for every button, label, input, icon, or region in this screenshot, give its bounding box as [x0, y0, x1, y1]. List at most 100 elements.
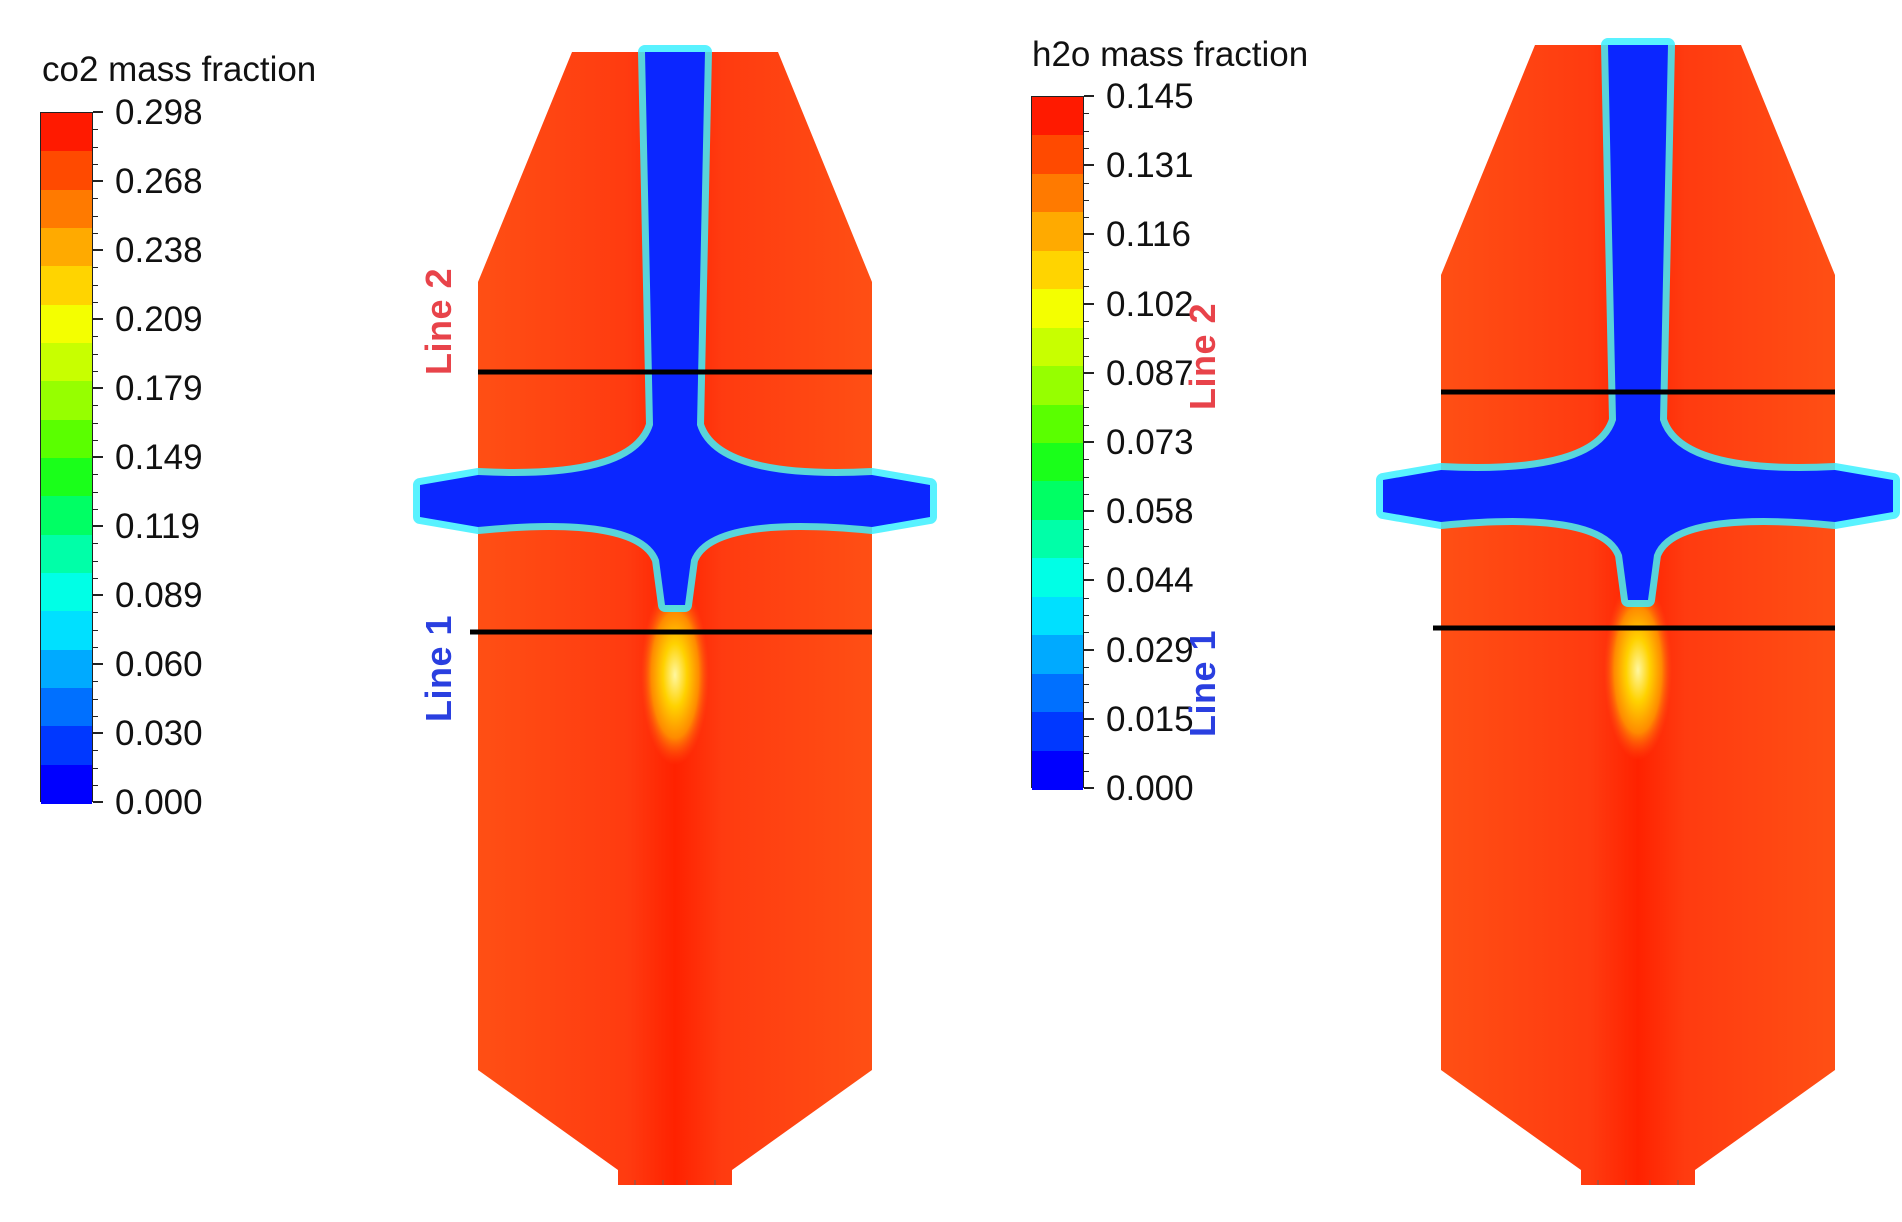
colorbar-segment [41, 764, 92, 804]
colorbar-minor-tick [93, 146, 98, 148]
colorbar-segment [1032, 519, 1083, 559]
colorbar-label: 0.060 [115, 645, 203, 684]
colorbar-minor-tick [1084, 476, 1089, 478]
colorbar-major-tick [93, 594, 103, 596]
colorbar-segment [41, 726, 92, 766]
colorbar-minor-tick [1084, 338, 1089, 340]
colorbar-minor-tick [1084, 493, 1089, 495]
colorbar-minor-tick [93, 715, 98, 717]
colorbar-segment [41, 304, 92, 344]
colorbar-segment [41, 343, 92, 382]
colorbar-major-tick [93, 387, 103, 389]
colorbar-segment [41, 381, 92, 421]
colorbar-minor-tick [1084, 251, 1089, 253]
colorbar-major-tick [1084, 233, 1094, 236]
colorbar-minor-tick [1084, 199, 1089, 201]
colorbar-label: 0.145 [1106, 77, 1194, 116]
colorbar-minor-tick [1084, 390, 1089, 392]
colorbar-minor-tick [93, 232, 98, 234]
colorbar-segment [1032, 673, 1083, 713]
colorbar-segment [1032, 443, 1083, 483]
colorbar-segment [41, 649, 92, 689]
colorbar-minor-tick [1084, 355, 1089, 357]
colorbar-label: 0.015 [1106, 699, 1194, 739]
colorbar-minor-tick [1084, 182, 1089, 184]
colorbar [1031, 96, 1084, 790]
colorbar-major-tick [1084, 371, 1094, 374]
colorbar-segment [1032, 289, 1083, 329]
colorbar-minor-tick [93, 353, 98, 355]
colorbar-major-tick [1084, 441, 1094, 443]
colorbar-minor-tick [1084, 770, 1089, 772]
colorbar-label: 0.102 [1106, 284, 1194, 324]
colorbar-minor-tick [1084, 147, 1089, 149]
colorbar-segment [1032, 250, 1083, 290]
colorbar-segment [41, 228, 92, 267]
colorbar-label: 0.268 [115, 162, 203, 201]
colorbar-label: 0.000 [1106, 769, 1194, 808]
colorbar-segment [41, 151, 92, 191]
colorbar-minor-tick [93, 163, 98, 165]
colorbar-minor-tick [1084, 217, 1089, 219]
line-1-label: Line 1 [1182, 629, 1223, 737]
colorbar-segment [1032, 366, 1083, 406]
colorbar-minor-tick [93, 543, 98, 545]
colorbar-segment [1032, 404, 1083, 444]
colorbar-segment [41, 688, 92, 727]
colorbar-minor-tick [93, 439, 98, 441]
colorbar-minor-tick [1084, 632, 1089, 634]
colorbar-segment [1032, 135, 1083, 175]
colorbar-minor-tick [93, 215, 98, 217]
colorbar-minor-tick [1084, 563, 1089, 565]
h2o-panel: h2o mass fraction 0.145 0.131 0.116 0.102 0.… [951, 0, 1902, 1222]
colorbar-minor-tick [93, 284, 98, 286]
colorbar-segment [41, 113, 92, 152]
colorbar-segment [41, 189, 92, 229]
colorbar-minor-tick [93, 646, 98, 648]
colorbar-major-tick [93, 249, 103, 251]
colorbar-minor-tick [93, 577, 98, 579]
colorbar-minor-tick [1084, 701, 1089, 703]
colorbar-segment [41, 496, 92, 536]
colorbar-minor-tick [1084, 666, 1089, 668]
colorbar-major-tick [1084, 787, 1094, 789]
co2-contour-field [413, 45, 937, 1185]
colorbar-minor-tick [93, 405, 98, 407]
colorbar-label: 0.058 [1106, 492, 1194, 532]
colorbar-ticks [1084, 95, 1094, 789]
colorbar-major-tick [93, 180, 103, 182]
colorbar-segment [1032, 635, 1083, 675]
colorbar-major-tick [93, 732, 103, 734]
colorbar-major-tick [93, 801, 103, 803]
colorbar-label: 0.030 [115, 714, 203, 753]
colorbar-major-tick [1084, 579, 1094, 582]
colorbar-segment [1032, 212, 1083, 252]
colorbar-major-tick [93, 456, 103, 458]
colorbar-segment [41, 534, 92, 574]
colorbar-title: co2 mass fraction [42, 50, 317, 89]
colorbar-segment [41, 266, 92, 306]
colorbar-major-tick [1084, 648, 1094, 651]
colorbar-segment [1032, 750, 1083, 790]
colorbar-label: 0.119 [115, 507, 200, 546]
colorbar [40, 112, 93, 804]
colorbar-title: h2o mass fraction [1032, 35, 1309, 74]
colorbar-label: 0.073 [1106, 423, 1194, 462]
line-2-label: Line 2 [418, 267, 459, 375]
colorbar-minor-tick [1084, 269, 1089, 270]
colorbar-minor-tick [1084, 320, 1089, 322]
colorbar-label: 0.209 [115, 300, 203, 339]
colorbar-minor-tick [93, 560, 98, 562]
colorbar-minor-tick [1084, 684, 1089, 686]
colorbar-label: 0.044 [1106, 561, 1194, 601]
colorbar-major-tick [93, 111, 103, 113]
colorbar-minor-tick [93, 474, 98, 476]
colorbar-minor-tick [1084, 615, 1089, 616]
colorbar-major-tick [1084, 302, 1094, 305]
jet-core [1383, 45, 1893, 600]
colorbar-label: 0.238 [115, 231, 203, 270]
jet-core [420, 52, 930, 605]
colorbar-major-tick [1084, 510, 1094, 513]
colorbar-label: 0.131 [1106, 146, 1194, 186]
colorbar-segment [1032, 173, 1083, 213]
